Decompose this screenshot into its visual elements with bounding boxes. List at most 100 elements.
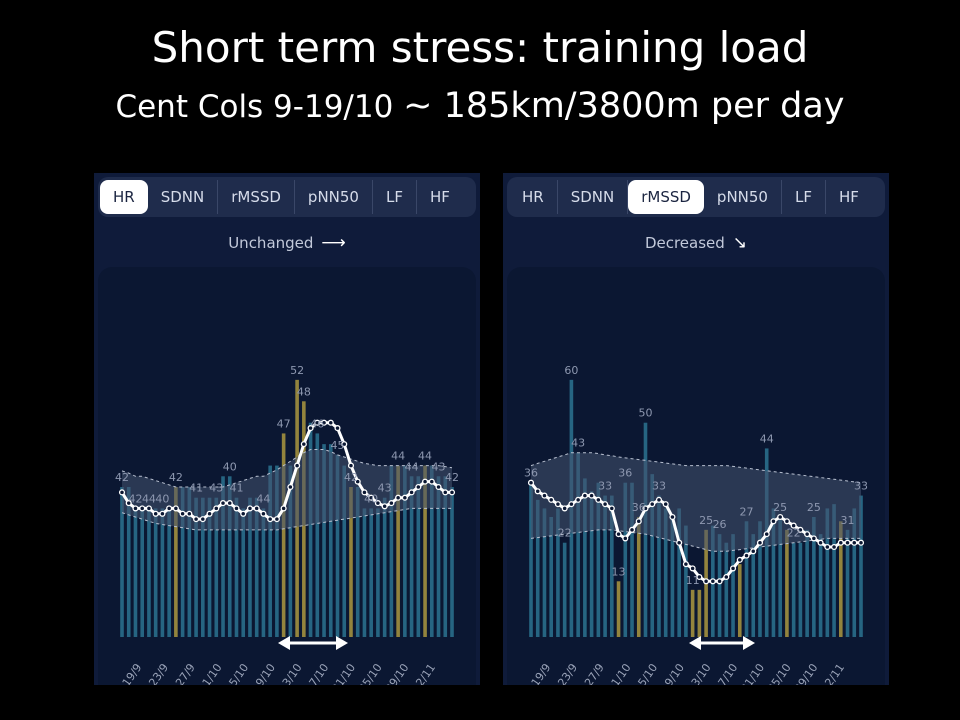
data-label: 27	[740, 505, 754, 518]
chart-bar	[771, 508, 776, 637]
trend-point	[622, 535, 629, 542]
chart-bar	[832, 504, 836, 637]
chart-bar	[241, 508, 246, 637]
trend-point	[314, 419, 321, 426]
normal-range-band	[531, 452, 861, 552]
trend-point	[534, 488, 541, 495]
data-label: 43	[432, 460, 446, 473]
tab-hr[interactable]: HR	[509, 180, 558, 214]
tab-hr[interactable]: HR	[100, 180, 148, 214]
chart-bar	[355, 487, 360, 637]
chart-bar	[450, 487, 454, 637]
trend-point	[125, 500, 132, 507]
chart-bar	[583, 478, 587, 637]
trend-point	[132, 505, 139, 512]
chart-bar	[254, 497, 259, 637]
x-tick-label: 21/10	[329, 661, 358, 685]
chart-bar	[825, 508, 830, 637]
arrowhead-right-icon	[743, 636, 755, 650]
chart-bar	[281, 433, 286, 637]
trend-point	[334, 425, 341, 432]
data-label: 40	[364, 492, 378, 505]
metric-tabs: HR SDNN rMSSD pNN50 LF HF	[507, 177, 885, 217]
chart-bar	[636, 517, 641, 637]
data-label: 60	[564, 364, 578, 377]
chart-bar	[376, 508, 380, 637]
data-label: 22	[787, 527, 801, 540]
chart-bar	[596, 482, 601, 637]
chart-bar	[234, 497, 239, 637]
x-tick-label: 27/9	[582, 661, 607, 685]
arrowhead-right-icon	[336, 636, 348, 650]
tab-sdnn[interactable]: SDNN	[558, 180, 629, 214]
trend-point	[729, 565, 737, 572]
chart-bar	[623, 482, 628, 637]
trend-point	[548, 496, 555, 503]
trend-point	[280, 505, 287, 512]
x-tick-label: 13/10	[685, 661, 714, 685]
tab-lf[interactable]: LF	[782, 180, 826, 214]
trend-point	[361, 489, 368, 496]
trend-point	[448, 489, 456, 496]
tab-pnn50[interactable]: pNN50	[295, 180, 373, 214]
x-tick-label: 17/10	[303, 661, 332, 685]
trend-point	[736, 556, 743, 563]
tab-pnn50[interactable]: pNN50	[704, 180, 782, 214]
data-label: 42	[115, 471, 129, 484]
trend-point	[435, 483, 442, 491]
trend-point	[804, 531, 811, 538]
trend-point	[595, 496, 602, 503]
trend-point	[790, 522, 797, 529]
trend-point	[575, 496, 582, 503]
trend-point	[669, 513, 676, 521]
trend-point	[213, 505, 220, 512]
chart-card: 42 42 44 40 42 41 43 40 41 44 47 52 48 46 45 42 40 43 44 44…	[98, 267, 476, 685]
trend-point	[649, 501, 656, 508]
tab-sdnn[interactable]: SDNN	[148, 180, 219, 214]
chart-bar	[663, 508, 668, 637]
tab-rmssd[interactable]: rMSSD	[628, 180, 704, 214]
x-tick-label: 19/9	[120, 661, 145, 685]
tab-hf[interactable]: HF	[429, 188, 450, 206]
chart-bar	[657, 495, 661, 637]
x-tick-label: 29/10	[792, 661, 821, 685]
chart-bar	[785, 529, 789, 637]
data-label: 46	[310, 417, 324, 430]
data-label: 33	[652, 480, 666, 493]
trend-label: Decreased	[644, 234, 725, 252]
data-label: 25	[699, 514, 713, 527]
chart-bar	[315, 433, 320, 637]
trend-point	[381, 503, 388, 510]
tab-rmssd[interactable]: rMSSD	[218, 180, 295, 214]
data-label: 47	[277, 417, 291, 430]
trend-point	[246, 505, 254, 512]
data-label: 44	[405, 460, 419, 473]
trend-point	[442, 489, 449, 496]
chart-bar	[859, 495, 863, 637]
x-tick-label: 23/9	[146, 661, 171, 685]
arrowhead-left-icon	[689, 636, 701, 650]
trend-point	[743, 552, 750, 559]
chart-bar	[778, 517, 782, 637]
x-tick-label: 13/10	[276, 661, 305, 685]
tab-lf[interactable]: LF	[373, 180, 417, 214]
trend-point	[635, 518, 642, 525]
data-label: 42	[445, 471, 459, 484]
chart-bar	[630, 482, 634, 637]
chart-bar	[201, 497, 205, 637]
chart-bar	[194, 497, 198, 637]
trend-point	[206, 510, 213, 517]
chart-bar	[174, 487, 178, 637]
chart-bar	[362, 508, 367, 637]
chart-bar	[845, 529, 850, 637]
trend-point	[857, 539, 865, 546]
chart-bar	[349, 487, 353, 637]
chart-bar	[248, 497, 252, 637]
data-label: 33	[598, 480, 612, 493]
tab-hf[interactable]: HF	[838, 188, 859, 206]
trend-point	[750, 548, 757, 555]
data-label: 25	[773, 501, 787, 514]
trend-point	[374, 500, 381, 507]
